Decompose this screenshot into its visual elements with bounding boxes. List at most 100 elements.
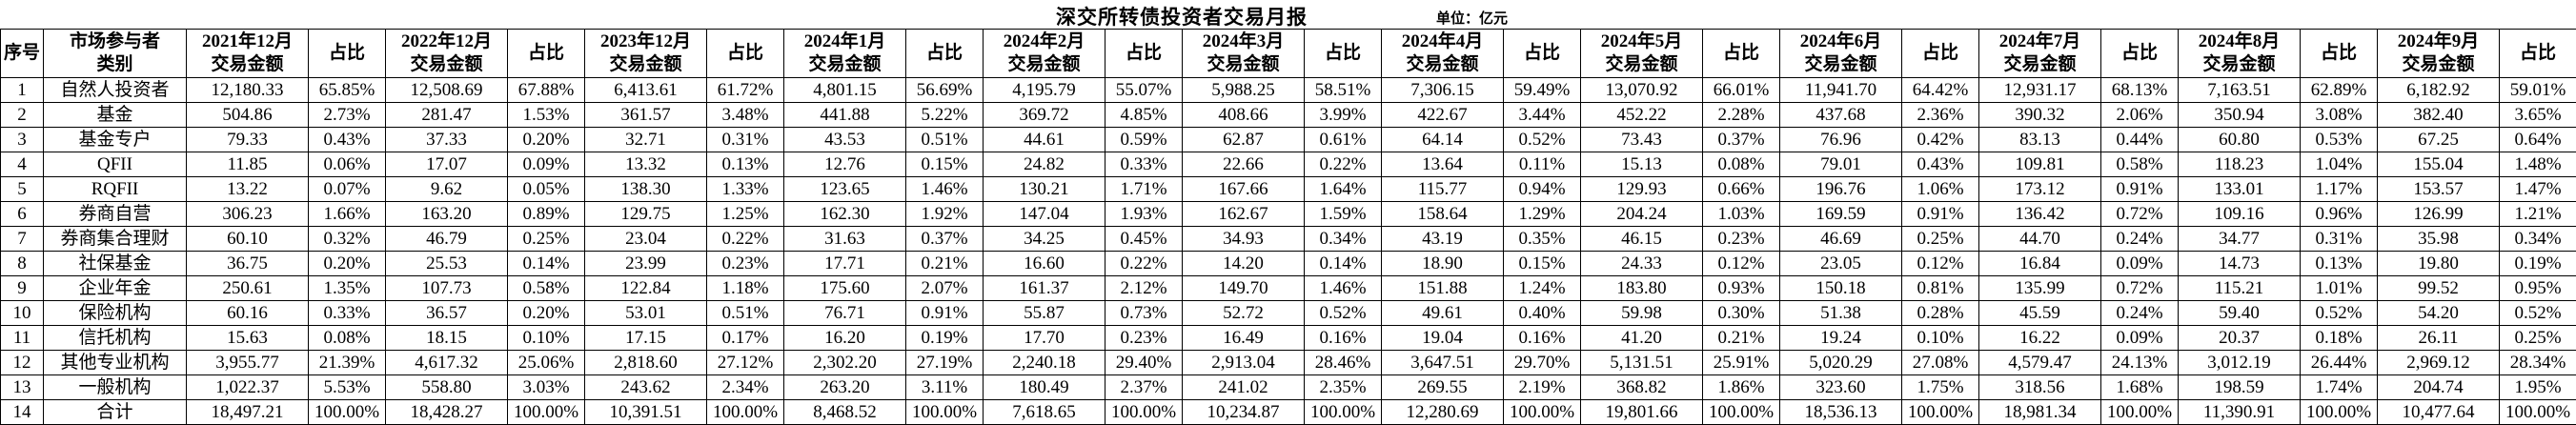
ratio-cell: 0.30% xyxy=(1703,301,1780,326)
ratio-cell: 1.74% xyxy=(2301,375,2378,400)
amount-cell: 136.42 xyxy=(1979,202,2101,227)
ratio-cell: 27.12% xyxy=(707,351,784,375)
amount-cell: 183.80 xyxy=(1581,276,1703,301)
ratio-cell: 1.64% xyxy=(1305,177,1382,202)
ratio-cell: 2.12% xyxy=(1105,276,1183,301)
amount-cell: 452.22 xyxy=(1581,103,1703,128)
ratio-cell: 0.42% xyxy=(1902,128,1979,152)
amount-cell: 35.98 xyxy=(2378,227,2500,252)
amount-cell: 15.63 xyxy=(187,326,309,351)
ratio-cell: 0.33% xyxy=(1105,152,1183,177)
amount-cell: 67.25 xyxy=(2378,128,2500,152)
amount-cell: 60.16 xyxy=(187,301,309,326)
ratio-cell: 0.72% xyxy=(2101,202,2179,227)
amount-cell: 204.24 xyxy=(1581,202,1703,227)
amount-cell: 52.72 xyxy=(1183,301,1305,326)
amount-cell: 2,302.20 xyxy=(784,351,906,375)
category-cell: 一般机构 xyxy=(44,375,187,400)
amount-cell: 4,195.79 xyxy=(984,78,1105,103)
ratio-cell: 0.14% xyxy=(508,252,585,276)
ratio-cell: 0.59% xyxy=(1105,128,1183,152)
row-index-cell: 1 xyxy=(1,78,44,103)
amount-cell: 10,477.64 xyxy=(2378,400,2500,425)
month-amount-header: 2024年3月 交易金额 xyxy=(1183,30,1305,78)
amount-cell: 59.40 xyxy=(2179,301,2301,326)
amount-cell: 12,931.17 xyxy=(1979,78,2101,103)
ratio-cell: 0.81% xyxy=(1902,276,1979,301)
amount-cell: 37.33 xyxy=(386,128,508,152)
ratio-cell: 27.08% xyxy=(1902,351,1979,375)
ratio-cell: 25.91% xyxy=(1703,351,1780,375)
amount-cell: 150.18 xyxy=(1780,276,1902,301)
amount-cell: 558.80 xyxy=(386,375,508,400)
ratio-cell: 55.07% xyxy=(1105,78,1183,103)
amount-cell: 23.04 xyxy=(585,227,707,252)
ratio-cell: 0.10% xyxy=(508,326,585,351)
ratio-cell: 62.89% xyxy=(2301,78,2378,103)
ratio-cell: 0.91% xyxy=(906,301,984,326)
amount-cell: 26.11 xyxy=(2378,326,2500,351)
ratio-cell: 0.13% xyxy=(2301,252,2378,276)
ratio-cell: 56.69% xyxy=(906,78,984,103)
ratio-cell: 1.75% xyxy=(1902,375,1979,400)
amount-cell: 3,955.77 xyxy=(187,351,309,375)
category-cell: 券商集合理财 xyxy=(44,227,187,252)
ratio-cell: 0.18% xyxy=(2301,326,2378,351)
amount-cell: 23.05 xyxy=(1780,252,1902,276)
amount-cell: 16.20 xyxy=(784,326,906,351)
ratio-cell: 0.20% xyxy=(309,252,386,276)
amount-cell: 18,536.13 xyxy=(1780,400,1902,425)
amount-cell: 361.57 xyxy=(585,103,707,128)
amount-cell: 126.99 xyxy=(2378,202,2500,227)
ratio-cell: 4.85% xyxy=(1105,103,1183,128)
amount-cell: 151.88 xyxy=(1382,276,1504,301)
ratio-cell: 0.21% xyxy=(906,252,984,276)
amount-cell: 76.71 xyxy=(784,301,906,326)
amount-cell: 49.61 xyxy=(1382,301,1504,326)
amount-cell: 281.47 xyxy=(386,103,508,128)
category-cell: 基金 xyxy=(44,103,187,128)
amount-cell: 19.24 xyxy=(1780,326,1902,351)
ratio-cell: 1.93% xyxy=(1105,202,1183,227)
amount-cell: 169.59 xyxy=(1780,202,1902,227)
ratio-cell: 1.47% xyxy=(2500,177,2576,202)
amount-cell: 34.25 xyxy=(984,227,1105,252)
amount-cell: 19,801.66 xyxy=(1581,400,1703,425)
ratio-cell: 0.06% xyxy=(309,152,386,177)
amount-cell: 173.12 xyxy=(1979,177,2101,202)
category-cell: RQFII xyxy=(44,177,187,202)
ratio-header: 占比 xyxy=(508,30,585,78)
amount-cell: 263.20 xyxy=(784,375,906,400)
ratio-cell: 100.00% xyxy=(1305,400,1382,425)
amount-cell: 43.19 xyxy=(1382,227,1504,252)
amount-cell: 5,131.51 xyxy=(1581,351,1703,375)
amount-cell: 167.66 xyxy=(1183,177,1305,202)
ratio-cell: 0.15% xyxy=(906,152,984,177)
ratio-cell: 25.06% xyxy=(508,351,585,375)
row-index-cell: 12 xyxy=(1,351,44,375)
ratio-cell: 0.35% xyxy=(1504,227,1581,252)
amount-cell: 6,182.92 xyxy=(2378,78,2500,103)
amount-cell: 11,941.70 xyxy=(1780,78,1902,103)
ratio-cell: 2.35% xyxy=(1305,375,1382,400)
ratio-cell: 28.34% xyxy=(2500,351,2576,375)
amount-cell: 79.01 xyxy=(1780,152,1902,177)
ratio-cell: 0.61% xyxy=(1305,128,1382,152)
ratio-header: 占比 xyxy=(309,30,386,78)
amount-cell: 147.04 xyxy=(984,202,1105,227)
category-cell: QFII xyxy=(44,152,187,177)
amount-cell: 44.70 xyxy=(1979,227,2101,252)
ratio-cell: 2.73% xyxy=(309,103,386,128)
page-title: 深交所转债投资者交易月报 xyxy=(1056,2,1308,30)
amount-cell: 19.80 xyxy=(2378,252,2500,276)
amount-cell: 5,988.25 xyxy=(1183,78,1305,103)
month-amount-header: 2024年2月 交易金额 xyxy=(984,30,1105,78)
amount-cell: 7,618.65 xyxy=(984,400,1105,425)
ratio-cell: 67.88% xyxy=(508,78,585,103)
ratio-cell: 3.03% xyxy=(508,375,585,400)
ratio-cell: 0.25% xyxy=(508,227,585,252)
amount-cell: 4,801.15 xyxy=(784,78,906,103)
ratio-cell: 0.37% xyxy=(906,227,984,252)
